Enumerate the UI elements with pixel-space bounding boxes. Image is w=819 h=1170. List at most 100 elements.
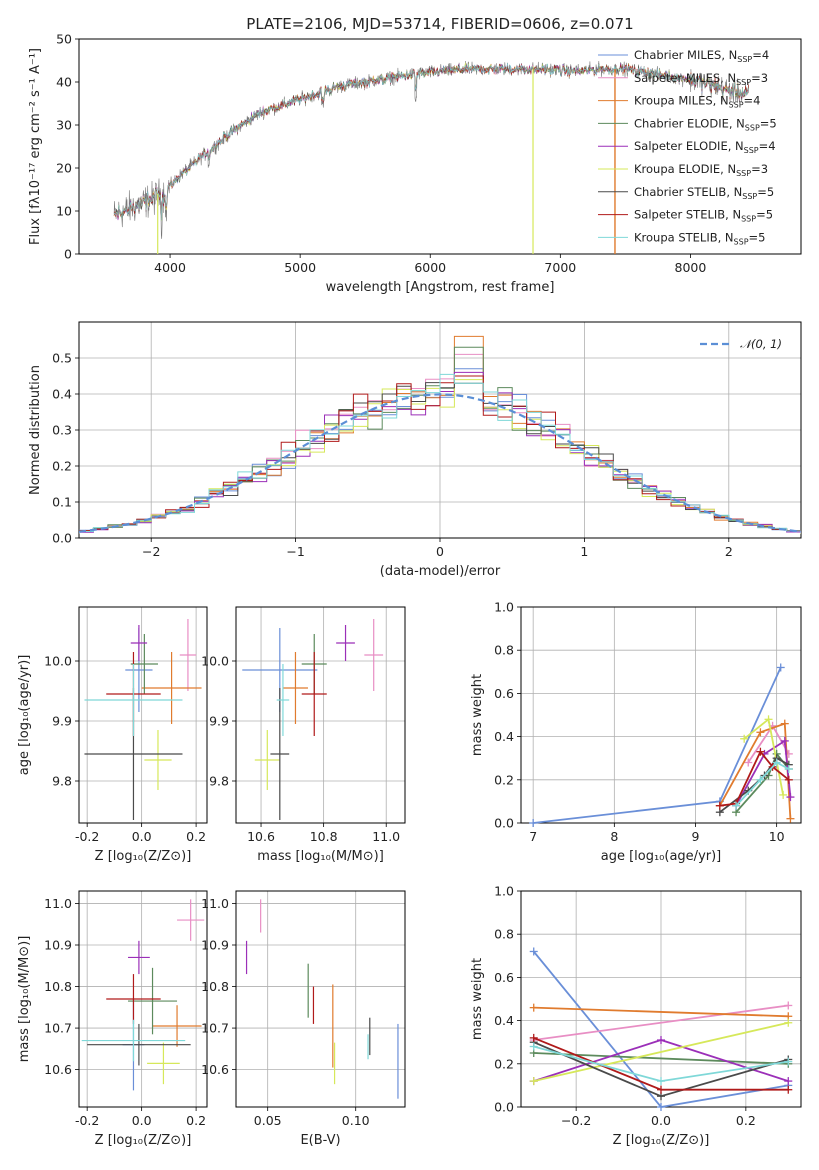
x-axis-label: Z [log₁₀(Z/Z⊙)]: [95, 849, 192, 864]
axes-age_vs_mass: 10.6 10.8 11.0 9.8 9.9 10.0 mass [log₁₀(M/M⊙)]: [201, 606, 406, 864]
series-line-sm: [533, 1004, 789, 1041]
axes-mass_vs_ebv: 0.05 0.10 10.6 10.7 10.8 10.9 11.0 E(B-V): [201, 890, 406, 1148]
points-age_vs_mass: [242, 619, 384, 820]
x-tick-label: 5000: [284, 260, 316, 275]
x-tick-label: 10: [769, 829, 785, 844]
y-tick-label: 30: [56, 118, 72, 133]
axes-frame: [235, 890, 406, 1108]
legend-label-km: Kroupa MILES, NSSP=4: [634, 94, 760, 110]
x-tick-label: -0.2: [75, 1113, 99, 1128]
x-tick-label: 0.0: [132, 829, 152, 844]
x-tick-label: 11.0: [372, 829, 400, 844]
y-tick-label: 0.8: [494, 927, 514, 942]
points-mass_vs_ebv: [245, 899, 399, 1099]
x-tick-label: 7000: [544, 260, 576, 275]
axes-residuals: −2 −1 0 1 2 0.0 0.1 0.2 0.3 0.4 0.5 (data-model)/er…: [28, 321, 802, 579]
axes-weight_vs_Z: −0.2 0.0 0.2 0.0 0.2 0.4 0.6 0.8 1.0 Z [log₁₀(Z/Z…: [470, 884, 802, 1148]
legend-label-normal: 𝒩(0, 1): [740, 337, 782, 351]
series-weight_vs_Z: [529, 947, 793, 1111]
figure-title: PLATE=2106, MJD=53714, FIBERID=0606, z=0…: [246, 15, 633, 33]
y-tick-label: 0.2: [494, 772, 514, 787]
axes-frame: [78, 38, 802, 255]
axes-mass_vs_Z: -0.2 0.0 0.2 10.6 10.7 10.8 10.9 11.0 Z [log₁₀(Z…: [17, 890, 208, 1148]
x-tick-label: 2: [725, 544, 733, 559]
x-tick-label: 10.6: [247, 829, 275, 844]
y-tick-label: 0.6: [494, 970, 514, 985]
x-axis-label: wavelength [Angstrom, rest frame]: [326, 280, 555, 295]
x-tick-label: 8000: [675, 260, 707, 275]
y-axis-label: mass [log₁₀(M/M⊙)]: [17, 936, 32, 1063]
y-tick-label: 9.9: [209, 714, 229, 729]
y-tick-label: 50: [56, 32, 72, 47]
y-tick-label: 0.3: [52, 423, 72, 438]
legend-label-ss: Salpeter STELIB, NSSP=5: [634, 208, 773, 224]
x-tick-label: 10.8: [310, 829, 338, 844]
y-tick-label: 20: [56, 161, 72, 176]
legend-label-se: Salpeter ELODIE, NSSP=4: [634, 139, 776, 155]
x-tick-label: 0.0: [651, 1113, 671, 1128]
y-tick-label: 0.4: [494, 729, 514, 744]
y-axis-label: Flux [fλ10⁻¹⁷ erg cm⁻² s⁻¹ A⁻¹]: [28, 48, 43, 245]
x-tick-label: -0.2: [75, 829, 99, 844]
y-tick-label: 10: [56, 204, 72, 219]
y-tick-label: 0.2: [52, 459, 72, 474]
y-tick-label: 0.0: [494, 816, 514, 831]
series-line-km: [533, 1006, 789, 1018]
y-tick-label: 0.2: [494, 1056, 514, 1071]
y-tick-label: 0.1: [52, 495, 72, 510]
y-tick-label: 0.4: [494, 1013, 514, 1028]
y-tick-label: 9.8: [209, 774, 229, 789]
legend-label-ks: Kroupa STELIB, NSSP=5: [634, 230, 765, 246]
axes-weight_vs_age: 7 8 9 10 0.0 0.2 0.4 0.6 0.8 1.0 age [log₁₀(age/yr…: [470, 600, 802, 864]
y-axis-label: mass weight: [470, 958, 485, 1040]
y-axis-label: mass weight: [470, 674, 485, 756]
x-axis-label: age [log₁₀(age/yr)]: [601, 849, 722, 864]
y-tick-label: 10.8: [201, 979, 229, 994]
x-tick-label: 1: [580, 544, 588, 559]
y-tick-label: 0.8: [494, 643, 514, 658]
y-tick-label: 11.0: [201, 896, 229, 911]
x-tick-label: 7: [529, 829, 537, 844]
y-tick-label: 10.8: [44, 979, 72, 994]
axes-frame: [235, 606, 406, 824]
x-tick-label: 6000: [414, 260, 446, 275]
y-tick-label: 40: [56, 75, 72, 90]
x-axis-label: E(B-V): [300, 1133, 340, 1148]
y-tick-label: 0.4: [52, 387, 72, 402]
x-axis-label: (data-model)/error: [380, 564, 501, 579]
normal-curve: [79, 393, 801, 533]
spectrum-model-ks: [113, 63, 749, 221]
axes-spectrum: 4000 5000 6000 7000 8000 0 10 20 30 40 50 wavelengt…: [28, 32, 802, 295]
legend-label-cm: Chabrier MILES, NSSP=4: [634, 48, 769, 64]
points-mass_vs_Z: [81, 899, 205, 1091]
series-line-cm: [533, 667, 782, 824]
x-tick-label: 0.2: [736, 1113, 756, 1128]
y-tick-label: 10.7: [201, 1021, 229, 1036]
y-tick-label: 10.0: [44, 654, 72, 669]
y-tick-label: 10.6: [201, 1062, 229, 1077]
x-tick-label: −2: [142, 544, 160, 559]
x-tick-label: 0.0: [132, 1113, 152, 1128]
histograms: [79, 335, 801, 534]
x-tick-label: 0.05: [254, 1113, 282, 1128]
x-tick-label: 0.2: [186, 1113, 206, 1128]
y-axis-label: Normed distribution: [28, 365, 43, 495]
points-age_vs_Z: [84, 619, 202, 820]
axes-frame: [520, 606, 802, 824]
x-axis-label: Z [log₁₀(Z/Z⊙)]: [613, 1133, 710, 1148]
y-tick-label: 0.6: [494, 686, 514, 701]
x-tick-label: −0.2: [561, 1113, 591, 1128]
spectrum-legend: Chabrier MILES, NSSP=4 Salpeter MILES, NS…: [598, 48, 777, 246]
x-tick-label: 0: [436, 544, 444, 559]
x-axis-label: Z [log₁₀(Z/Z⊙)]: [95, 1133, 192, 1148]
y-tick-label: 10.9: [201, 938, 229, 953]
y-tick-label: 0.0: [494, 1100, 514, 1115]
y-tick-label: 9.9: [52, 714, 72, 729]
legend-label-ce: Chabrier ELODIE, NSSP=5: [634, 116, 777, 132]
y-tick-label: 10.0: [201, 654, 229, 669]
x-axis-label: mass [log₁₀(M/M⊙)]: [257, 849, 384, 864]
x-tick-label: 8: [610, 829, 618, 844]
y-tick-label: 10.6: [44, 1062, 72, 1077]
series-line-ks: [735, 761, 790, 807]
y-axis-label: age [log₁₀(age/yr)]: [17, 655, 32, 776]
